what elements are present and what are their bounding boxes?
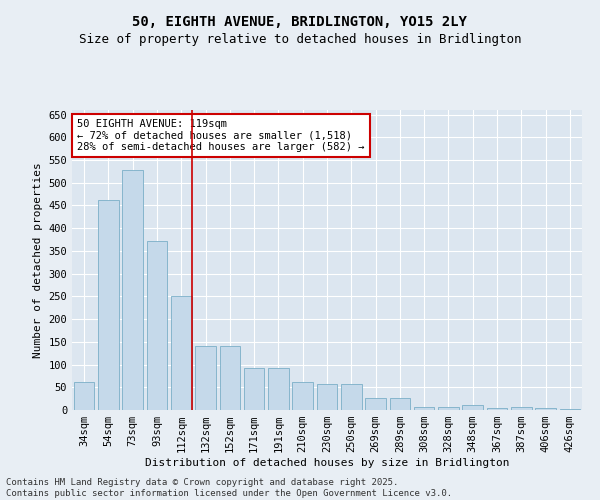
Bar: [220, 346, 240, 410]
Bar: [535, 408, 556, 410]
Text: Size of property relative to detached houses in Bridlington: Size of property relative to detached ho…: [79, 32, 521, 46]
Bar: [146, 241, 167, 410]
Bar: [463, 406, 483, 410]
Bar: [292, 382, 313, 410]
Text: 50 EIGHTH AVENUE: 119sqm
← 72% of detached houses are smaller (1,518)
28% of sem: 50 EIGHTH AVENUE: 119sqm ← 72% of detach…: [77, 119, 365, 152]
Bar: [268, 368, 289, 410]
Bar: [341, 384, 362, 410]
Text: Contains HM Land Registry data © Crown copyright and database right 2025.
Contai: Contains HM Land Registry data © Crown c…: [6, 478, 452, 498]
Bar: [511, 407, 532, 410]
Y-axis label: Number of detached properties: Number of detached properties: [33, 162, 43, 358]
Bar: [244, 368, 265, 410]
Bar: [171, 296, 191, 410]
Text: 50, EIGHTH AVENUE, BRIDLINGTON, YO15 2LY: 50, EIGHTH AVENUE, BRIDLINGTON, YO15 2LY: [133, 15, 467, 29]
Bar: [365, 398, 386, 410]
Bar: [414, 407, 434, 410]
Bar: [122, 170, 143, 410]
Bar: [74, 382, 94, 410]
Bar: [560, 408, 580, 410]
Bar: [438, 407, 459, 410]
Bar: [195, 346, 216, 410]
Bar: [389, 398, 410, 410]
Bar: [98, 200, 119, 410]
Bar: [317, 384, 337, 410]
Bar: [487, 408, 508, 410]
X-axis label: Distribution of detached houses by size in Bridlington: Distribution of detached houses by size …: [145, 458, 509, 468]
